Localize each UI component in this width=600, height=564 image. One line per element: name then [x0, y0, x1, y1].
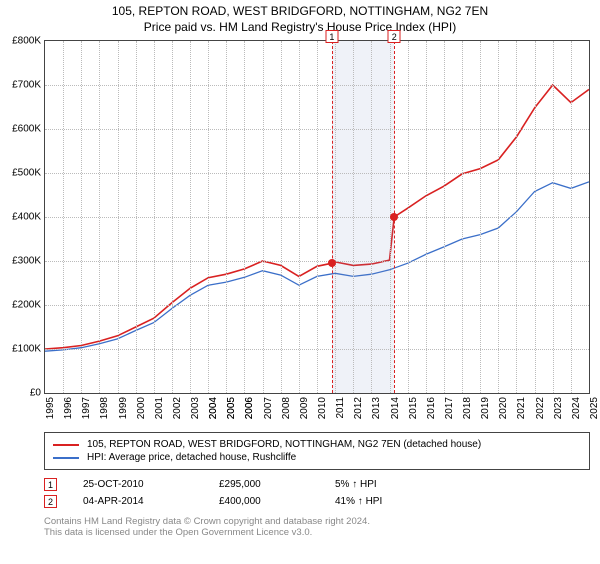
xtick-label: 1999 [118, 397, 129, 419]
sale-diff: 5% ↑ HPI [335, 479, 377, 490]
sales-table: 1 25-OCT-2010 £295,000 5% ↑ HPI 2 04-APR-2014… [44, 478, 590, 508]
sale-marker-line [332, 41, 333, 393]
sale-dot [328, 259, 336, 267]
sale-marker-tag: 1 [325, 30, 338, 43]
gridline-v [571, 41, 572, 393]
xtick-label: 2007 [263, 397, 274, 419]
sale-diff: 41% ↑ HPI [335, 496, 382, 507]
sale-row: 2 04-APR-2014 £400,000 41% ↑ HPI [44, 495, 590, 508]
title-main: 105, REPTON ROAD, WEST BRIDGFORD, NOTTIN… [0, 4, 600, 18]
xtick-label: 2003 [190, 397, 201, 419]
xtick-label: 2017 [444, 397, 455, 419]
sale-row: 1 25-OCT-2010 £295,000 5% ↑ HPI [44, 478, 590, 491]
gridline-v [426, 41, 427, 393]
xtick-label: 2023 [553, 397, 564, 419]
ytick-label: £500K [12, 168, 41, 179]
gridline-v [408, 41, 409, 393]
gridline-v [444, 41, 445, 393]
ytick-label: £0 [30, 388, 41, 399]
gridline-v [462, 41, 463, 393]
gridline-v [317, 41, 318, 393]
gridline-v [208, 41, 209, 393]
ytick-label: £400K [12, 212, 41, 223]
sale-row-tag: 2 [44, 495, 57, 508]
xtick-label: 2011 [335, 397, 346, 419]
gridline-v [516, 41, 517, 393]
gridline-v [498, 41, 499, 393]
legend-label-hpi: HPI: Average price, detached house, Rush… [87, 452, 296, 463]
xtick-label: 2025 [589, 397, 600, 419]
gridline-v [263, 41, 264, 393]
gridline-v [190, 41, 191, 393]
xtick-label: 2009 [299, 397, 310, 419]
gridline-v [118, 41, 119, 393]
xtick-label: 2005 [226, 397, 237, 419]
xtick-label: 2001 [154, 397, 165, 419]
price-chart: £0£100K£200K£300K£400K£500K£600K£700K£80… [44, 40, 590, 394]
gridline-v [226, 41, 227, 393]
gridline-v [172, 41, 173, 393]
ytick-label: £700K [12, 80, 41, 91]
xtick-label: 1995 [45, 397, 56, 419]
gridline-v [335, 41, 336, 393]
gridline-v [480, 41, 481, 393]
xtick-label: 2000 [136, 397, 147, 419]
sale-marker-tag: 2 [388, 30, 401, 43]
title-sub: Price paid vs. HM Land Registry's House … [0, 20, 600, 34]
footnote-line-2: This data is licensed under the Open Gov… [44, 527, 590, 538]
xtick-label: 1998 [99, 397, 110, 419]
gridline-v [63, 41, 64, 393]
xtick-label: 2024 [571, 397, 582, 419]
xtick-label: 2016 [426, 397, 437, 419]
xtick-label: 2019 [480, 397, 491, 419]
xtick-label: 2020 [498, 397, 509, 419]
gridline-v [553, 41, 554, 393]
gridline-v [371, 41, 372, 393]
xtick-label: 2010 [317, 397, 328, 419]
sale-price: £400,000 [219, 496, 309, 507]
ytick-label: £800K [12, 36, 41, 47]
sale-price: £295,000 [219, 479, 309, 490]
xtick-label: 1997 [81, 397, 92, 419]
sale-date: 04-APR-2014 [83, 496, 193, 507]
sale-dot [390, 213, 398, 221]
xtick-label: 2006 [244, 397, 255, 419]
gridline-v [353, 41, 354, 393]
xtick-label: 2015 [408, 397, 419, 419]
xtick-label: 2014 [390, 397, 401, 419]
gridline-v [81, 41, 82, 393]
ytick-label: £100K [12, 344, 41, 355]
legend-swatch-hpi [53, 457, 79, 459]
legend-swatch-property [53, 444, 79, 446]
gridline-v [299, 41, 300, 393]
legend-row-property: 105, REPTON ROAD, WEST BRIDGFORD, NOTTIN… [53, 439, 581, 450]
gridline-v [136, 41, 137, 393]
gridline-v [535, 41, 536, 393]
ytick-label: £300K [12, 256, 41, 267]
legend-row-hpi: HPI: Average price, detached house, Rush… [53, 452, 581, 463]
footnote-line-1: Contains HM Land Registry data © Crown c… [44, 516, 590, 527]
xtick-label: 2018 [462, 397, 473, 419]
gridline-v [154, 41, 155, 393]
xtick-label: 1996 [63, 397, 74, 419]
legend-label-property: 105, REPTON ROAD, WEST BRIDGFORD, NOTTIN… [87, 439, 481, 450]
legend-box: 105, REPTON ROAD, WEST BRIDGFORD, NOTTIN… [44, 432, 590, 470]
sale-row-tag: 1 [44, 478, 57, 491]
xtick-label: 2004 [208, 397, 219, 419]
xtick-label: 2013 [371, 397, 382, 419]
xtick-label: 2021 [516, 397, 527, 419]
ytick-label: £600K [12, 124, 41, 135]
gridline-v [99, 41, 100, 393]
footnote: Contains HM Land Registry data © Crown c… [44, 516, 590, 538]
xtick-label: 2002 [172, 397, 183, 419]
xtick-label: 2012 [353, 397, 364, 419]
gridline-v [281, 41, 282, 393]
xtick-label: 2008 [281, 397, 292, 419]
gridline-v [244, 41, 245, 393]
xtick-label: 2022 [535, 397, 546, 419]
ytick-label: £200K [12, 300, 41, 311]
sale-date: 25-OCT-2010 [83, 479, 193, 490]
